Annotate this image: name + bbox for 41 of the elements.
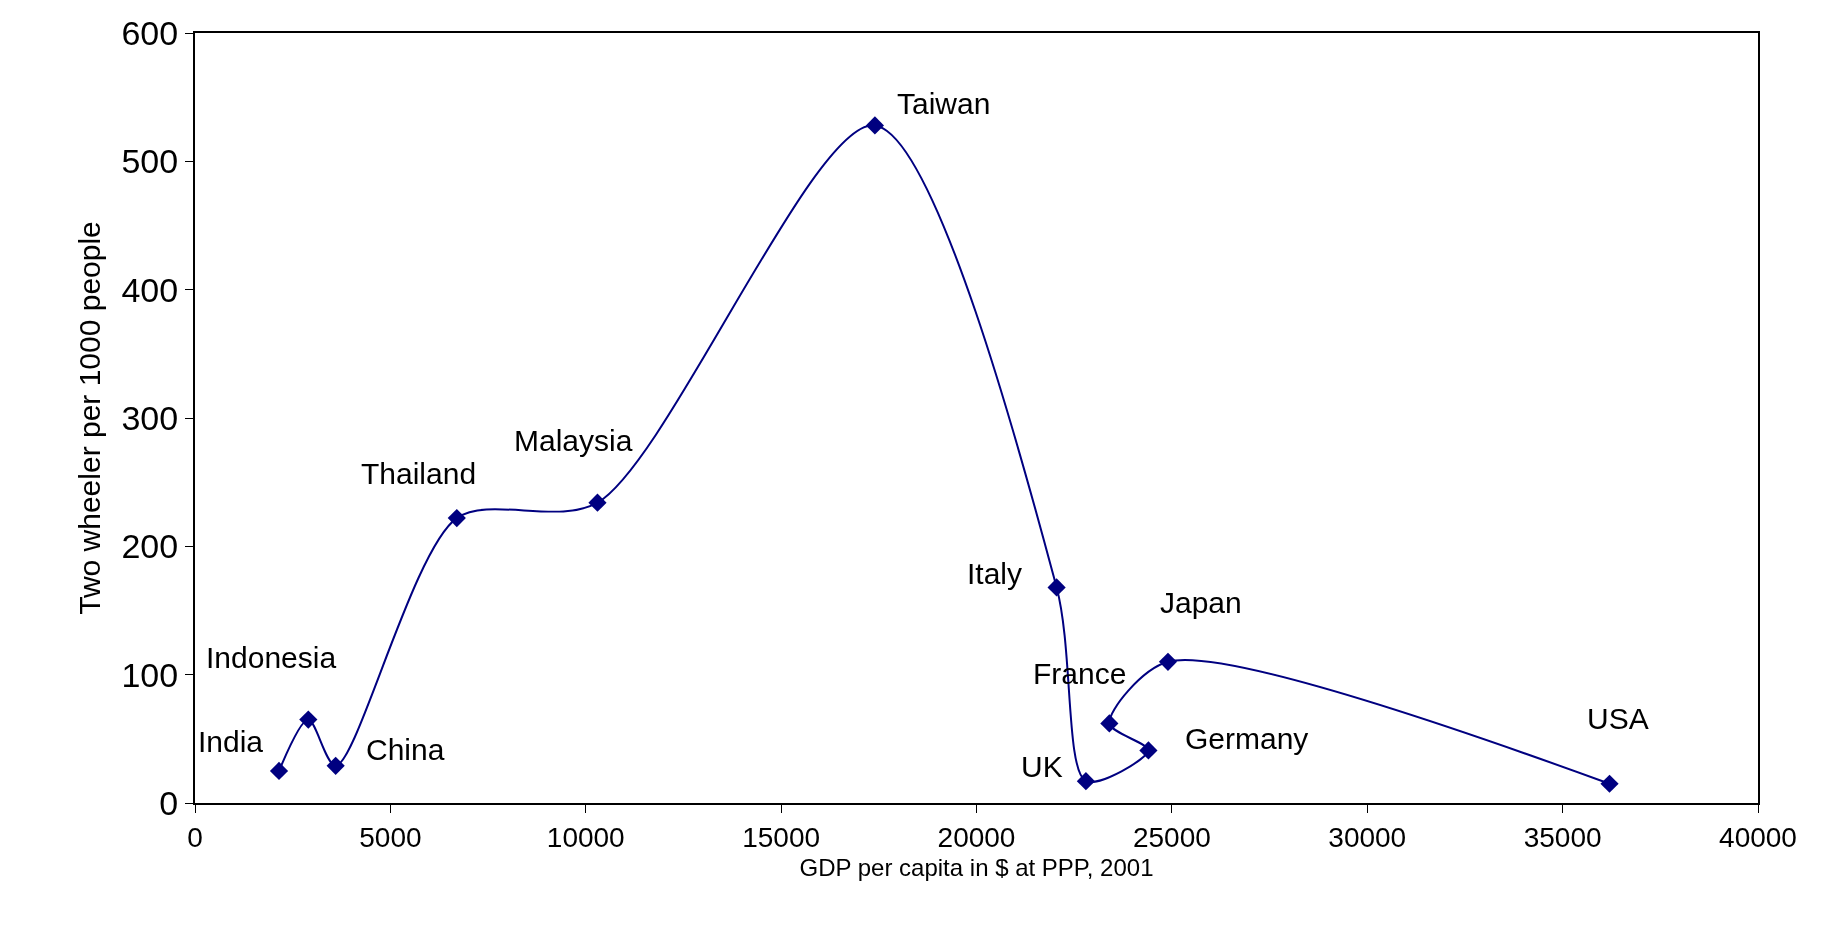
point	[588, 493, 607, 512]
x-tick-label: 35000	[1523, 821, 1602, 853]
y-tick-label: 0	[159, 783, 179, 822]
y-tick-label: 100	[121, 655, 179, 694]
x-axis-title: GDP per capita in $ at PPP, 2001	[799, 854, 1154, 882]
x-tick-label: 5000	[359, 821, 422, 853]
y-tick-label: 500	[121, 142, 179, 181]
point	[1047, 578, 1066, 597]
annotation: Japan	[1160, 586, 1242, 619]
x-tick-label: 15000	[742, 821, 821, 853]
point	[1139, 741, 1158, 760]
x-tick-label: 20000	[937, 821, 1016, 853]
annotation: Taiwan	[897, 87, 991, 120]
y-tick-label: 400	[121, 270, 179, 309]
annotation: China	[366, 733, 445, 766]
x-tick-label: 10000	[546, 821, 625, 853]
x-tick-label: 30000	[1328, 821, 1407, 853]
annotation: Thailand	[361, 457, 477, 490]
point	[299, 710, 318, 729]
annotation: Italy	[967, 557, 1023, 590]
y-tick-label: 200	[121, 527, 179, 566]
annotation: Malaysia	[514, 424, 633, 457]
point	[447, 509, 466, 528]
point	[326, 756, 345, 775]
y-tick-label: 600	[121, 13, 179, 52]
annotation: India	[198, 725, 264, 758]
x-tick-label: 40000	[1719, 821, 1797, 853]
point	[1158, 652, 1178, 671]
annotation: UK	[1021, 750, 1063, 783]
point	[1076, 772, 1096, 791]
point	[1100, 714, 1119, 733]
y-tick-label: 300	[121, 398, 179, 437]
point	[1600, 774, 1619, 793]
annotation: Indonesia	[206, 641, 337, 674]
y-axis-title: Two wheeler per 1000 people	[72, 221, 106, 615]
x-tick-label: 0	[187, 821, 203, 853]
point	[865, 116, 885, 135]
annotation: Germany	[1185, 722, 1309, 755]
x-tick-label: 25000	[1132, 821, 1211, 853]
annotation: USA	[1587, 702, 1649, 735]
point	[269, 761, 289, 781]
